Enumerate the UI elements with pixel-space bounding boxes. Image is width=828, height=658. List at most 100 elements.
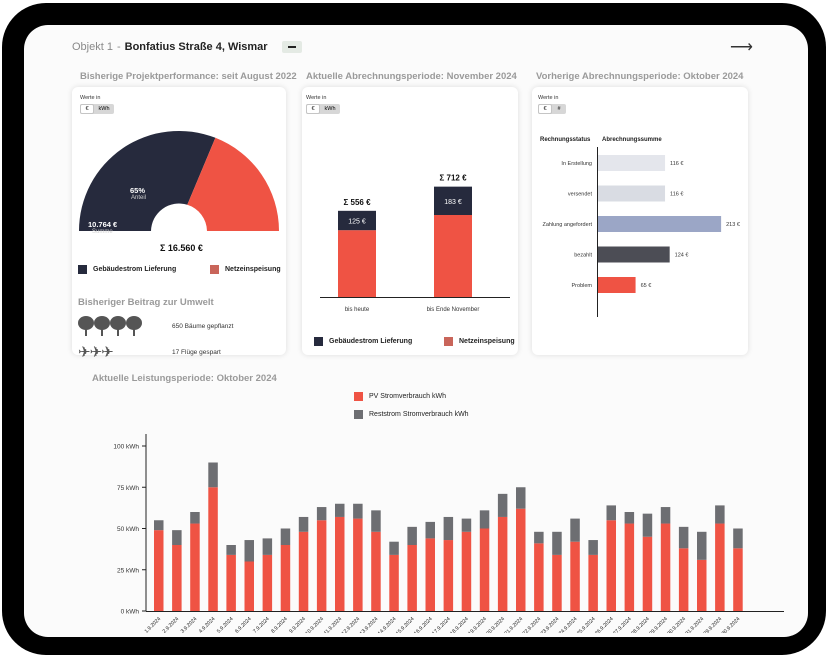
bar-netzeinspeisung <box>434 215 472 297</box>
bar-pv <box>335 516 345 611</box>
status-label: bezahlt <box>574 253 592 259</box>
bar-reststrom <box>516 487 526 509</box>
bar-reststrom <box>534 531 544 544</box>
arrow-right-icon[interactable]: ⟶ <box>730 39 753 56</box>
flights-text: 17 Flüge gespart <box>172 349 221 356</box>
bar-pv <box>262 554 273 611</box>
x-tick-label: 5.9.2024 <box>216 616 235 633</box>
x-tick-label: 10.9.2024 <box>305 616 326 633</box>
status-label: versendet <box>568 192 593 198</box>
card-previous-billing: Vorherige Abrechnungsperiode: Oktober 20… <box>532 65 748 355</box>
bar-reststrom <box>697 531 707 560</box>
toggle-option-kwh[interactable]: kWh <box>98 106 110 112</box>
toggle-label: Werte in <box>538 95 559 101</box>
bar-pv <box>353 518 363 611</box>
bar-reststrom <box>316 507 327 521</box>
dashboard-screen: Objekt 1 - Bonfatius Straße 4, Wismar ⟶ … <box>24 25 808 637</box>
x-tick-label: 16.9.2024 <box>413 616 434 633</box>
object-label: Objekt 1 <box>72 41 113 53</box>
x-tick-label: 24.9.2024 <box>558 616 579 633</box>
bar-value-label: 125 € <box>348 219 366 226</box>
status-bar <box>598 246 670 263</box>
x-tick-label: 25.9.2024 <box>576 616 597 633</box>
bar-pv <box>534 543 544 611</box>
object-header: Objekt 1 - Bonfatius Straße 4, Wismar <box>72 35 792 59</box>
x-tick-label: 6.9.2024 <box>234 616 253 633</box>
legend-reststrom: Reststrom Stromverbrauch kWh <box>354 410 469 419</box>
bar-pv <box>570 541 580 611</box>
x-tick-label: 18.9.2024 <box>449 616 470 633</box>
legend-netzeinspeisung: Netzeinspeisung <box>210 265 281 274</box>
bar-pv <box>660 523 671 611</box>
legend-label: Netzeinspeisung <box>459 338 515 345</box>
status-label: In Erstellung <box>561 161 592 167</box>
x-tick-label: 4.9.2024 <box>198 616 217 633</box>
x-tick-label: 22.9.2024 <box>522 616 543 633</box>
x-tick-label: 29.9.2024 <box>648 616 669 633</box>
toggle-option-count[interactable]: # <box>557 106 561 112</box>
donut-segment-gebaeudestrom <box>78 130 216 231</box>
x-tick-label: 20.9.2024 <box>486 616 507 633</box>
toggle-option-euro[interactable]: € <box>80 104 94 114</box>
bar-pv <box>244 561 254 611</box>
x-tick-label: 27.9.2024 <box>612 616 633 633</box>
bar-gebaeudestrom <box>434 186 472 216</box>
bar-reststrom <box>298 516 309 532</box>
bar-reststrom <box>479 510 490 529</box>
sum-value: 10.764 € <box>88 220 118 229</box>
bar-reststrom <box>244 540 254 562</box>
bar-pv <box>389 554 399 611</box>
object-name: Bonfatius Straße 4, Wismar <box>124 41 268 53</box>
environment-title: Bisheriger Beitrag zur Umwelt <box>78 297 214 308</box>
trees-icon <box>78 316 142 336</box>
bar-value-label: 183 € <box>444 199 462 206</box>
toggle-label: Werte in <box>306 95 327 101</box>
bar-pv <box>407 545 417 611</box>
bar-reststrom <box>407 526 417 545</box>
unit-toggle[interactable]: € kWh <box>80 104 114 114</box>
unit-toggle[interactable]: € # <box>538 104 566 114</box>
x-tick-label: 2.9.2024 <box>162 616 181 633</box>
bar-pv <box>316 520 327 611</box>
bar-reststrom <box>208 462 218 488</box>
toggle-option-euro[interactable]: € <box>538 104 552 114</box>
bar-pv <box>479 528 490 611</box>
bar-pv <box>642 536 653 611</box>
collapse-button[interactable] <box>281 41 302 53</box>
legend-label: PV Stromverbrauch kWh <box>369 393 447 400</box>
sum-label: Summe <box>92 229 113 235</box>
bar-pv <box>552 554 562 611</box>
bar-reststrom <box>606 505 616 521</box>
performance-bar-chart: 0 kWh 25 kWh 50 kWh 75 kWh 100 kWh 1.9.2024 2.… <box>113 434 784 633</box>
bar-reststrom <box>624 512 635 524</box>
legend-label: Gebäudestrom Lieferung <box>93 266 177 273</box>
bar-reststrom <box>733 528 743 549</box>
card2-panel: Werte in € kWh 125 € Σ 556 € bis heute 183 … <box>302 87 518 355</box>
unit-toggle[interactable]: € kWh <box>306 104 340 114</box>
bar-reststrom <box>262 538 273 555</box>
bar-reststrom <box>226 545 236 555</box>
bar-pv <box>497 516 508 611</box>
bar-gebaeudestrom <box>338 210 376 231</box>
bar-pv <box>208 487 218 611</box>
col-status-header: Rechnungsstatus <box>540 137 591 143</box>
bar-reststrom <box>389 541 399 555</box>
bar-pv <box>461 531 472 611</box>
toggle-option-euro[interactable]: € <box>306 104 320 114</box>
bar-total-label: Σ 556 € <box>343 198 371 207</box>
status-label: Zahlung angefordert <box>542 222 592 228</box>
y-tick-label: 50 kWh <box>117 526 139 533</box>
donut-chart <box>78 130 279 231</box>
x-tick-label: 14.9.2024 <box>377 616 398 633</box>
x-tick-label: 3.9.2024 <box>180 616 199 633</box>
billing-bar-chart: 125 € Σ 556 € bis heute 183 € Σ 712 € bis End… <box>320 174 510 313</box>
status-value-label: 65 € <box>641 283 652 289</box>
bar-reststrom <box>335 503 345 517</box>
bar-pv <box>443 540 454 611</box>
legend-pv: PV Stromverbrauch kWh <box>354 392 446 401</box>
toggle-option-kwh[interactable]: kWh <box>324 106 336 112</box>
category-label: bis heute <box>345 307 370 313</box>
legend-label: Reststrom Stromverbrauch kWh <box>369 411 469 418</box>
x-tick-label: 23.9.2024 <box>540 616 561 633</box>
y-tick-label: 0 kWh <box>121 609 140 616</box>
